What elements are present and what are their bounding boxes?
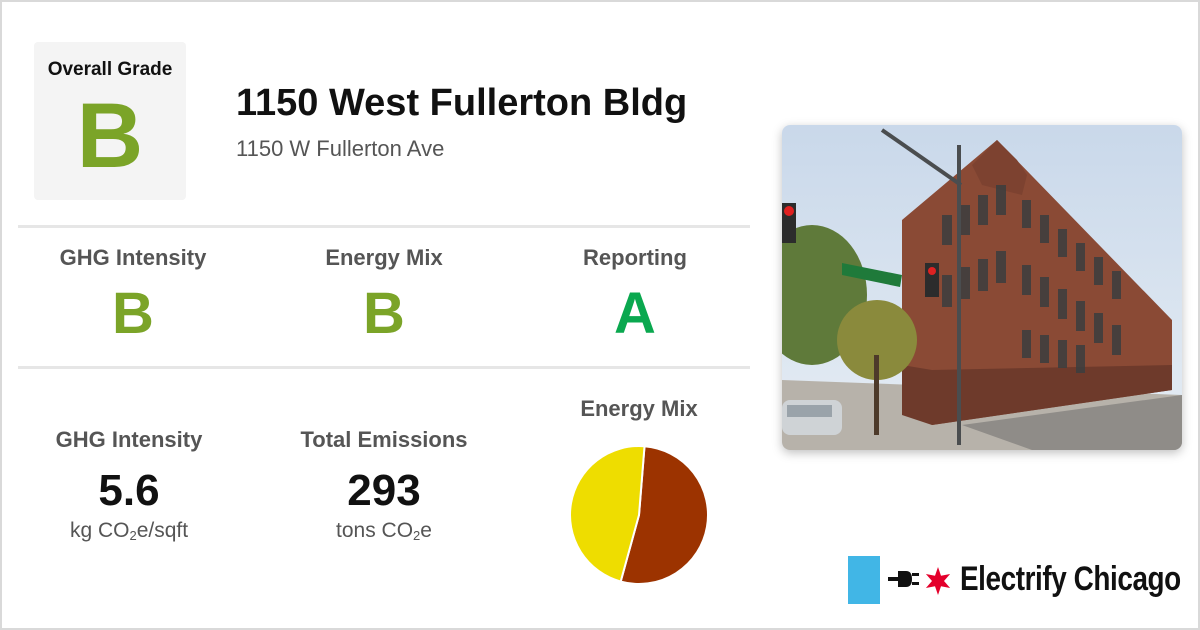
building-name: 1150 West Fullerton Bldg — [236, 82, 688, 124]
grade-reporting: Reporting A — [510, 245, 760, 343]
grade-value: B — [363, 281, 405, 346]
grade-ghg-intensity: GHG Intensity B — [8, 245, 258, 343]
chicago-star-icon — [925, 567, 951, 595]
plug-icon — [888, 571, 919, 587]
building-address: 1150 W Fullerton Ave — [236, 136, 445, 161]
divider-top — [18, 225, 750, 228]
stat-unit: tons CO2e — [336, 519, 432, 544]
building-street-photo-icon — [782, 125, 1182, 450]
stat-total-emissions: Total Emissions 293 tons CO2e — [259, 427, 509, 543]
grade-label: Reporting — [583, 245, 687, 270]
grade-value: B — [112, 281, 154, 346]
overall-grade-box: Overall Grade B — [34, 42, 186, 200]
stat-value: 5.6 — [98, 466, 160, 515]
pie-slice-1 — [569, 445, 646, 583]
brand-name: Electrify Chicago — [960, 560, 1181, 598]
stat-label: GHG Intensity — [55, 427, 203, 452]
stat-label: Total Emissions — [300, 427, 468, 452]
energy-mix-chart-title: Energy Mix — [580, 396, 698, 421]
overall-grade-label: Overall Grade — [47, 59, 173, 80]
energy-mix-pie-chart — [569, 445, 709, 585]
stat-unit: kg CO2e/sqft — [69, 519, 189, 544]
grade-label: GHG Intensity — [59, 245, 207, 270]
building-photo — [782, 125, 1182, 450]
brand-blue-bar — [848, 556, 880, 604]
stat-value: 293 — [347, 466, 421, 515]
grade-label: Energy Mix — [325, 245, 443, 270]
divider-middle — [18, 366, 750, 369]
stat-ghg-intensity: GHG Intensity 5.6 kg CO2e/sqft — [4, 427, 254, 543]
overall-grade-value: B — [76, 85, 144, 187]
grade-energy-mix: Energy Mix B — [259, 245, 509, 343]
grade-value: A — [614, 281, 656, 346]
